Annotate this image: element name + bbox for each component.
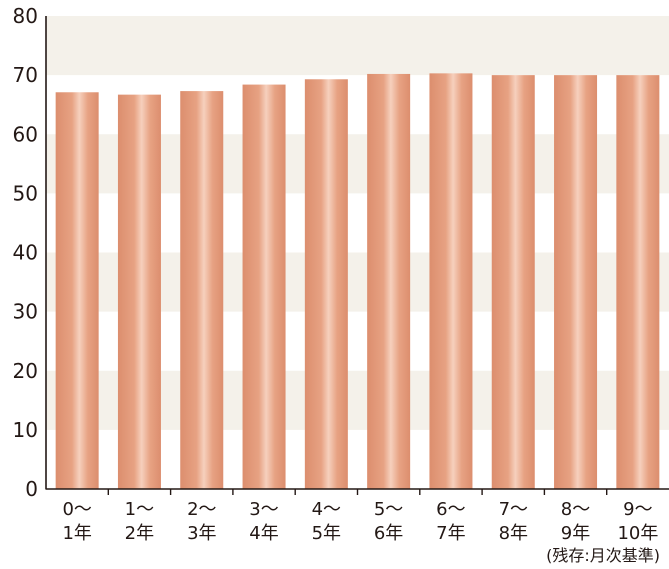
y-tick-label: 40 (13, 241, 38, 265)
bar-0 (55, 92, 99, 490)
y-tick-label: 20 (13, 359, 38, 383)
bar-4 (304, 79, 348, 489)
x-tick-label: 1〜 2年 (125, 499, 154, 544)
x-tick-label: 7〜 8年 (499, 499, 528, 544)
y-tick-label: 10 (13, 418, 38, 442)
y-tick-label: 70 (13, 63, 38, 87)
bar-1 (117, 94, 161, 489)
x-tick-label: 9〜 10年 (617, 499, 658, 544)
footnote: (残存:月次基準) (546, 546, 660, 565)
bar-5 (367, 73, 411, 489)
bar-8 (554, 75, 598, 490)
x-tick-label: 0〜 1年 (62, 499, 91, 544)
bar-2 (180, 91, 224, 489)
bar-3 (242, 84, 286, 489)
y-tick-label: 60 (13, 122, 38, 146)
bar-9 (616, 75, 660, 490)
y-tick-labels: 0 10 20 30 40 50 60 70 80 (13, 4, 38, 501)
x-tick-label: 2〜 3年 (187, 499, 216, 544)
y-tick-label: 50 (13, 181, 38, 205)
grid-band-70 (46, 16, 669, 76)
y-tick-label: 30 (13, 300, 38, 324)
x-tick-label: 6〜 7年 (436, 499, 465, 544)
bar-6 (429, 73, 473, 489)
y-tick-label: 80 (13, 4, 38, 28)
x-tick-label: 3〜 4年 (249, 499, 278, 544)
axes (45, 16, 669, 495)
bars (55, 73, 660, 490)
y-tick-label: 0 (25, 477, 38, 501)
x-tick-label: 5〜 6年 (374, 499, 403, 544)
bar-7 (491, 75, 535, 490)
x-tick-label: 8〜 9年 (561, 499, 590, 544)
x-tick-label: 4〜 5年 (312, 499, 341, 544)
x-tick-labels: 0〜 1年 1〜 2年 2〜 3年 3〜 4年 4〜 5年 5〜 6年 6〜 7年 7〜 8年 8〜 9年 9〜 10… (62, 499, 658, 544)
